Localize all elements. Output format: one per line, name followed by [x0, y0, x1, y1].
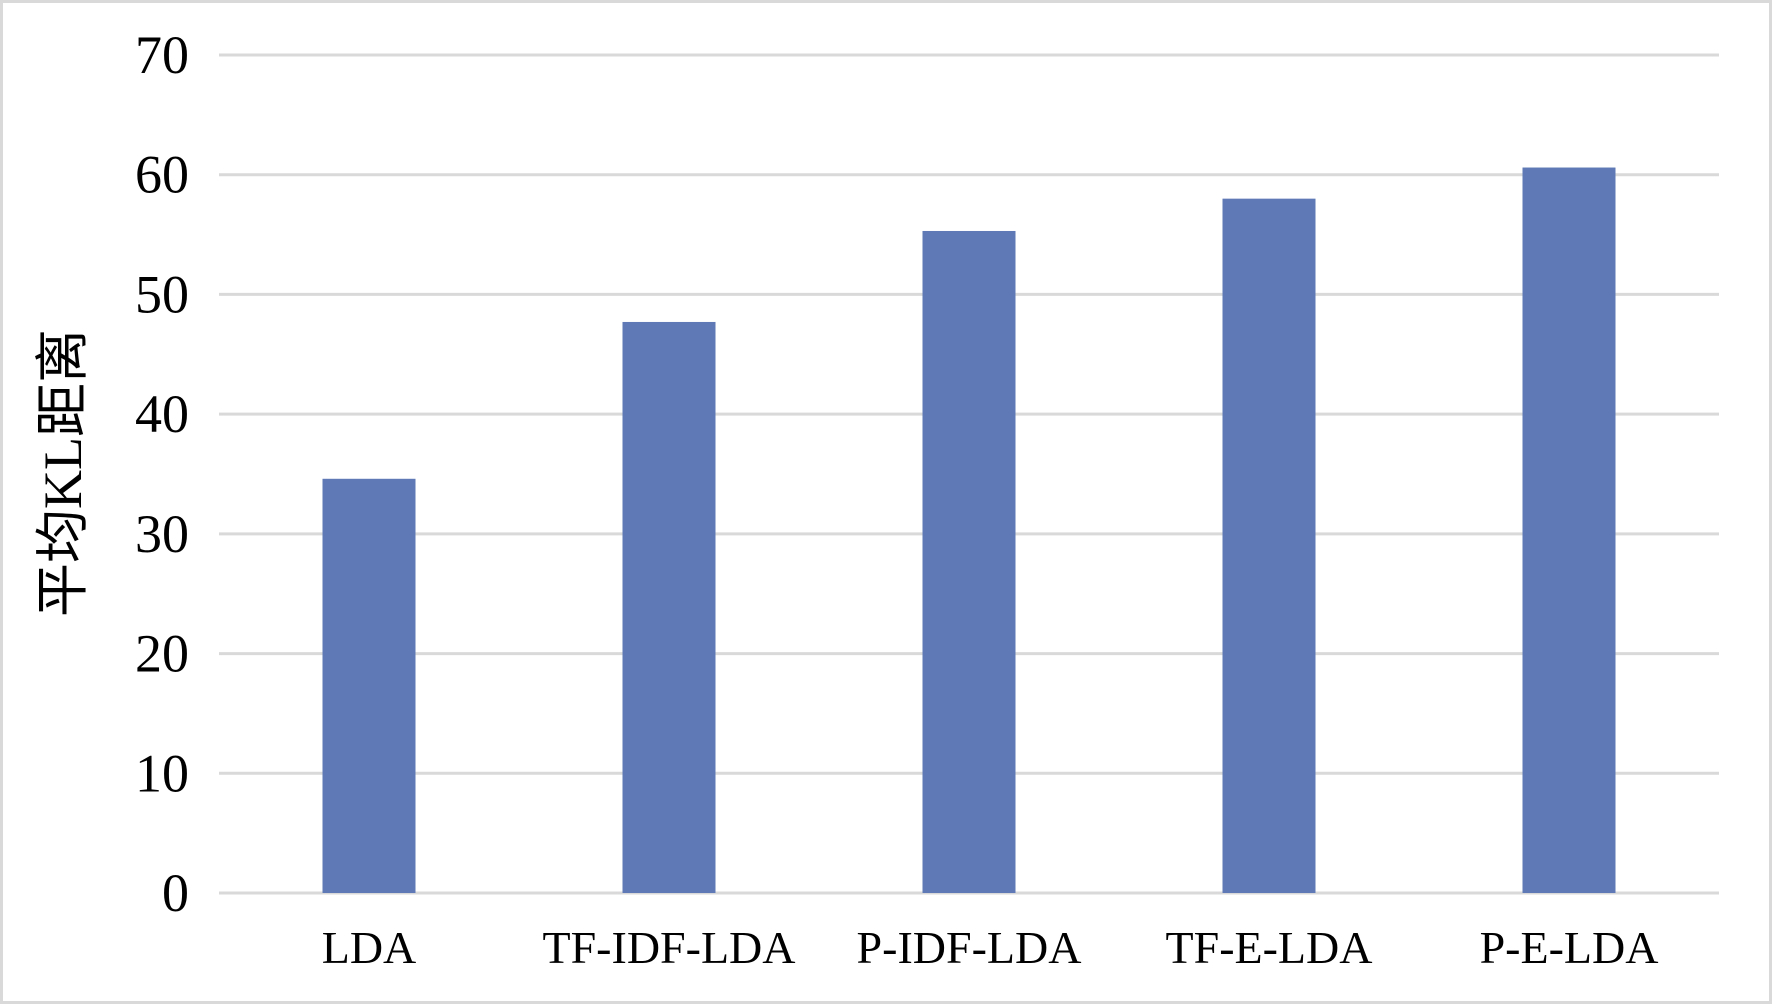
- x-category-label: LDA: [322, 922, 417, 973]
- y-tick-label: 10: [135, 743, 189, 803]
- x-category-label: TF-E-LDA: [1166, 922, 1373, 973]
- y-tick-label: 50: [135, 264, 189, 324]
- y-tick-label: 20: [135, 624, 189, 684]
- x-axis-categories: LDA TF-IDF-LDA P-IDF-LDA TF-E-LDA P-E-LDA: [322, 922, 1659, 973]
- y-axis-label: 平均KL距离: [33, 329, 93, 617]
- bar-tf-e-lda: [1222, 198, 1316, 893]
- x-category-label: P-E-LDA: [1480, 922, 1659, 973]
- y-axis-ticks: 0 10 20 30 40 50 60 70: [135, 25, 189, 923]
- x-category-label: P-IDF-LDA: [857, 922, 1082, 973]
- bar-lda: [322, 478, 416, 893]
- y-tick-label: 30: [135, 504, 189, 564]
- bars: [322, 167, 1616, 894]
- x-category-label: TF-IDF-LDA: [543, 922, 796, 973]
- y-tick-label: 60: [135, 145, 189, 205]
- bar-p-e-lda: [1522, 167, 1616, 893]
- bar-p-idf-lda: [922, 230, 1016, 894]
- y-tick-label: 70: [135, 25, 189, 85]
- bar-chart: 0 10 20 30 40 50 60 70 LDA TF-IDF-LDA P-IDF-LDA TF…: [33, 25, 1719, 973]
- y-tick-label: 40: [135, 384, 189, 444]
- y-tick-label: 0: [162, 863, 189, 923]
- bar-tf-idf-lda: [622, 321, 716, 893]
